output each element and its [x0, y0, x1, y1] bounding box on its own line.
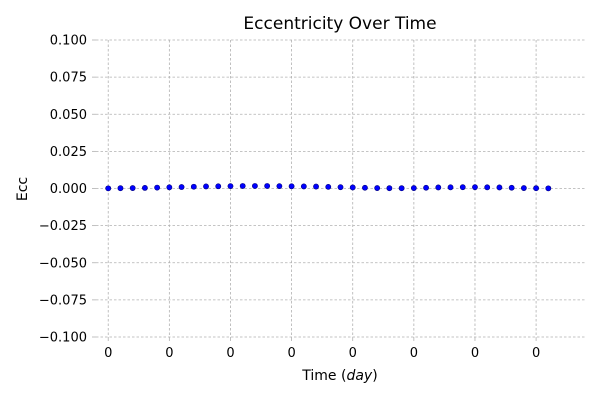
- data-point: [435, 184, 442, 191]
- y-axis-label: Ecc: [15, 177, 31, 201]
- data-point: [349, 184, 356, 191]
- x-tick-label: 0: [532, 346, 540, 361]
- y-tick-label: 0.075: [50, 71, 87, 86]
- data-point: [129, 185, 136, 191]
- y-tick-label: −0.050: [39, 256, 87, 271]
- data-point: [398, 185, 405, 192]
- y-tick-label: 0.025: [50, 145, 87, 160]
- x-axis-label-main: Time (: [301, 368, 346, 384]
- data-point: [117, 185, 124, 192]
- data-point: [533, 185, 539, 192]
- data-point: [288, 183, 295, 190]
- x-axis-label: Time (day): [301, 368, 377, 384]
- data-point: [141, 185, 148, 191]
- x-tick-label: 0: [104, 346, 112, 361]
- data-point: [484, 184, 491, 191]
- x-tick-label: 0: [165, 346, 173, 361]
- data-point: [410, 185, 417, 191]
- data-point: [423, 184, 429, 191]
- y-tick-label: 0.050: [50, 108, 87, 123]
- data-point: [386, 185, 393, 192]
- y-tick-label: 0.000: [50, 182, 87, 197]
- data-point: [190, 183, 197, 190]
- y-tick-label: −0.100: [39, 331, 87, 346]
- data-point: [459, 184, 466, 191]
- data-point: [313, 183, 319, 190]
- data-point: [545, 185, 552, 192]
- y-tick-label: −0.025: [39, 219, 87, 234]
- data-point: [203, 183, 209, 190]
- data-point: [337, 184, 344, 191]
- chart-title: Eccentricity Over Time: [243, 14, 436, 34]
- data-point: [520, 185, 527, 191]
- y-tick-label: 0.100: [50, 34, 87, 49]
- data-point: [252, 183, 258, 189]
- x-axis-label-unit: day: [346, 368, 372, 384]
- data-point: [447, 184, 454, 191]
- data-point: [325, 183, 332, 190]
- data-point: [215, 183, 222, 190]
- data-point: [227, 183, 234, 190]
- data-point: [154, 184, 161, 191]
- data-point: [276, 183, 283, 190]
- data-point: [362, 184, 368, 191]
- x-tick-label: 0: [349, 346, 357, 361]
- x-tick-label: 0: [287, 346, 295, 361]
- x-tick-label: 0: [226, 346, 234, 361]
- x-axis-label-close: ): [372, 368, 377, 384]
- data-point: [472, 184, 478, 191]
- x-tick-label: 0: [471, 346, 479, 361]
- x-tick-label: 0: [410, 346, 418, 361]
- data-point: [374, 185, 381, 191]
- data-point: [508, 184, 515, 191]
- data-points: [105, 183, 552, 192]
- data-point: [178, 184, 185, 190]
- data-point: [496, 184, 503, 191]
- data-point: [264, 183, 271, 189]
- data-point: [300, 183, 307, 190]
- data-point: [166, 184, 173, 191]
- y-tick-label: −0.075: [39, 293, 87, 308]
- axis-ticks: −0.100 −0.075 −0.050 −0.025 0.000 0.025 0.050 0…: [39, 34, 540, 362]
- data-point: [105, 185, 112, 192]
- data-point: [239, 183, 246, 189]
